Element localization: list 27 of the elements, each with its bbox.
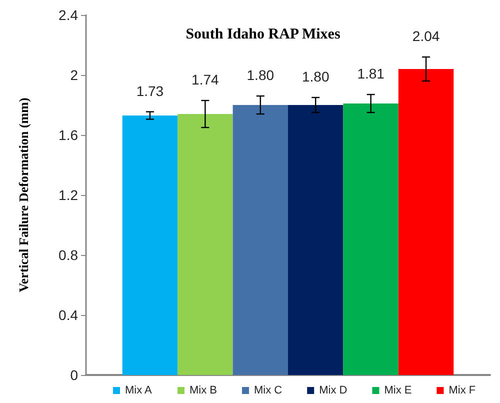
- bar: [122, 116, 178, 375]
- y-tick-label: 2.4: [58, 7, 78, 23]
- legend-label: Mix D: [319, 384, 348, 396]
- legend-label: Mix A: [125, 384, 153, 396]
- bar: [178, 114, 233, 375]
- legend-label: Mix E: [384, 384, 412, 396]
- y-axis-title: Vertical Failure Deformation (mm): [16, 98, 31, 292]
- y-tick-label: 2: [70, 67, 78, 83]
- data-label: 1.73: [136, 82, 164, 99]
- legend-label: Mix F: [448, 384, 476, 396]
- text: South Idaho RAP Mixes: [186, 26, 340, 42]
- legend-label: Mix C: [254, 384, 282, 396]
- data-label: 1.80: [246, 67, 274, 83]
- legend-label: Mix B: [190, 384, 217, 396]
- y-tick-label: 1.2: [58, 187, 78, 203]
- data-label: 2.04: [412, 28, 440, 44]
- bar: [232, 105, 288, 375]
- bar: [343, 104, 398, 375]
- data-label: 1.80: [302, 68, 330, 84]
- y-tick-label: 0: [70, 367, 78, 383]
- y-tick-label: 0.8: [58, 247, 78, 263]
- data-label: 1.81: [357, 66, 385, 82]
- bar: [288, 105, 344, 375]
- y-tick-label: 1.6: [58, 127, 78, 143]
- bar: [398, 69, 454, 375]
- y-tick-label: 0.4: [58, 307, 78, 323]
- data-label: 1.74: [192, 72, 220, 88]
